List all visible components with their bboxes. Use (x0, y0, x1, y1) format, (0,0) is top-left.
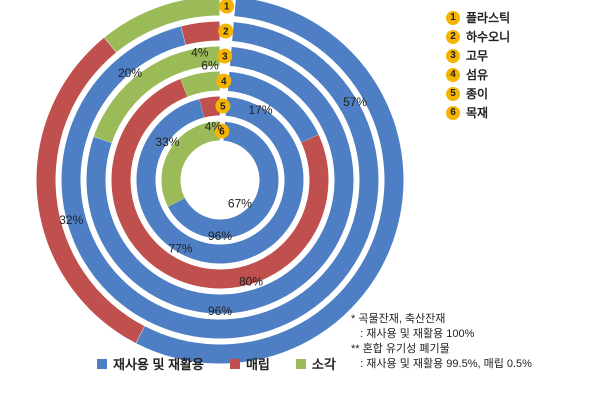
ring-3-data-label: 20% (118, 66, 142, 80)
ring-1-segment (36, 37, 145, 343)
ring-legend-badge: 4 (446, 67, 460, 82)
legend-label-landfill: 매립 (245, 357, 270, 372)
ring-5-badge-circle (215, 98, 231, 114)
ring-6-segment (161, 121, 220, 207)
ring-1-data-label: 32% (59, 213, 83, 227)
legend-swatch-incineration (295, 358, 306, 369)
ring-2-badge-label: 2 (223, 27, 229, 38)
ring-legend-name: 플라스틱 (466, 11, 511, 25)
ring-4-segment (180, 71, 220, 97)
ring-1-data-label: 57% (343, 95, 367, 109)
ring-6-data-label: 33% (155, 135, 179, 149)
ring-legend-name: 섬유 (466, 68, 489, 82)
category-legend: 재사용 및 재활용 매립 소각 (97, 354, 362, 373)
ring-3-segment (93, 46, 220, 143)
ring-legend-item: 5 종이 (446, 84, 510, 103)
legend-label-reuse: 재사용 및 재활용 (113, 357, 204, 372)
ring-6-badge-label: 6 (219, 127, 225, 138)
legend-item-incineration: 소각 (295, 354, 336, 373)
ring-3-data-label: 80% (239, 274, 263, 288)
footnote-line: : 재사용 및 재활용 99.5%, 매립 0.5% (351, 358, 532, 370)
footnote-line: : 재사용 및 재활용 100% (351, 328, 475, 340)
ring-2-data-label: 96% (208, 304, 232, 318)
ring-2-segment (61, 22, 379, 339)
legend-item-landfill: 매립 (229, 354, 270, 373)
ring-legend-badge: 2 (446, 29, 460, 44)
ring-legend-item: 4 섬유 (446, 65, 510, 84)
ring-legend: 1 플라스틱 2 하수오니 3 고무 4 섬유 5 종이 6 목재 (446, 8, 510, 122)
ring-legend-badge: 5 (446, 86, 460, 101)
ring-1-segment (104, 0, 220, 53)
ring-2-badge-circle (218, 23, 234, 39)
ring-3-badge-label: 3 (222, 52, 228, 63)
ring-2-segment (181, 21, 220, 45)
footnote-line: * 곡물잔재, 축산잔재 (351, 313, 446, 325)
ring-legend-item: 6 목재 (446, 103, 510, 122)
ring-legend-item: 1 플라스틱 (446, 8, 510, 27)
legend-item-reuse: 재사용 및 재활용 (97, 354, 204, 373)
ring-4-badge-circle (216, 73, 232, 89)
ring-6-segment (168, 121, 279, 239)
ring-legend-badge: 3 (446, 48, 460, 63)
ring-legend-badge: 6 (446, 105, 460, 120)
ring-4-data-label: 17% (248, 103, 272, 117)
legend-label-incineration: 소각 (311, 357, 336, 372)
ring-4-data-label: 77% (168, 241, 192, 255)
ring-1-badge-circle (219, 0, 235, 14)
footnote-line: ** 혼합 유기성 폐기물 (351, 343, 450, 355)
ring-3-badge-circle (217, 48, 233, 64)
ring-5-badge-label: 5 (220, 102, 226, 113)
ring-5-data-label: 96% (208, 229, 232, 243)
ring-2-data-label: 4% (191, 46, 209, 60)
footnotes: * 곡물잔재, 축산잔재 : 재사용 및 재활용 100% ** 혼합 유기성 … (351, 312, 532, 372)
legend-swatch-reuse (97, 358, 107, 369)
ring-legend-name: 하수오니 (466, 30, 511, 44)
ring-legend-name: 고무 (466, 49, 489, 63)
ring-6-badge-circle (214, 123, 230, 139)
ring-5-data-label: 4% (205, 119, 223, 133)
ring-6-data-label: 67% (228, 197, 252, 211)
ring-legend-item: 2 하수오니 (446, 27, 510, 46)
ring-4-badge-label: 4 (221, 77, 227, 88)
ring-5-segment (199, 96, 220, 118)
ring-legend-name: 종이 (466, 87, 489, 101)
ring-4-data-label: 6% (201, 58, 219, 72)
legend-swatch-landfill (229, 358, 240, 369)
ring-legend-badge: 1 (446, 10, 460, 25)
ring-legend-name: 목재 (466, 106, 489, 120)
ring-legend-item: 3 고무 (446, 46, 510, 65)
ring-4-segment (227, 71, 319, 143)
ring-1-badge-label: 1 (224, 2, 230, 13)
